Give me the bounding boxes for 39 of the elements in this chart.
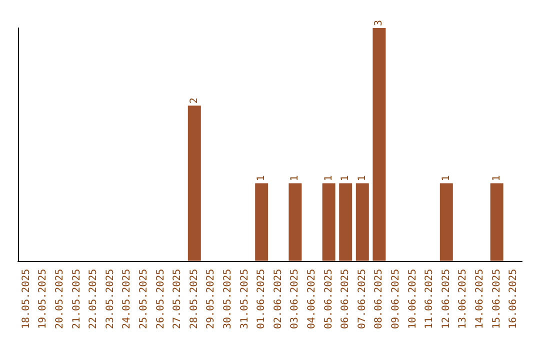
x-tick-label: 05.06.2025: [323, 268, 334, 330]
x-tick-label: 08.06.2025: [374, 268, 385, 330]
x-tick-label: 10.06.2025: [407, 268, 418, 330]
x-tick-label: 15.06.2025: [491, 268, 502, 330]
x-tick-label: 21.05.2025: [71, 268, 82, 330]
x-tick-label: 02.06.2025: [272, 268, 284, 330]
x-tick-label: 03.06.2025: [290, 268, 301, 330]
data-label: 1: [256, 175, 268, 182]
x-tick-label: 06.06.2025: [340, 268, 352, 330]
data-label: 1: [356, 175, 368, 182]
x-tick-label: 29.05.2025: [206, 268, 217, 330]
x-tick-label: 01.06.2025: [256, 268, 268, 330]
data-label: 1: [290, 175, 301, 182]
data-label: 1: [440, 175, 452, 182]
x-tick-label: 07.06.2025: [356, 268, 368, 330]
x-tick-label: 11.06.2025: [424, 268, 436, 330]
x-tick-label: 28.05.2025: [188, 268, 200, 330]
x-tick-label: 30.05.2025: [222, 268, 234, 330]
x-tick-label: 16.06.2025: [508, 268, 520, 330]
x-tick-label: 27.05.2025: [172, 268, 184, 330]
x-tick-label: 14.06.2025: [474, 268, 486, 330]
data-label: 1: [340, 175, 352, 182]
x-tick-label: 31.05.2025: [239, 268, 250, 330]
x-tick-label: 25.05.2025: [138, 268, 150, 330]
x-tick-label: 22.05.2025: [88, 268, 100, 330]
x-tick-label: 18.05.2025: [20, 268, 32, 330]
x-tick-label: 20.05.2025: [54, 268, 66, 330]
data-label: 1: [491, 175, 502, 182]
x-tick-label: 13.06.2025: [458, 268, 469, 330]
x-tick-label: 04.06.2025: [306, 268, 318, 330]
data-label: 2: [188, 98, 200, 104]
x-tick-label: 19.05.2025: [38, 268, 49, 330]
data-label: 1: [323, 175, 334, 182]
x-tick-label: 26.05.2025: [155, 268, 166, 330]
x-tick-label: 09.06.2025: [390, 268, 402, 330]
x-tick-label: 23.05.2025: [104, 268, 116, 330]
x-tick-label: 12.06.2025: [440, 268, 452, 330]
data-label: 3: [374, 20, 385, 26]
x-tick-label: 24.05.2025: [122, 268, 133, 330]
